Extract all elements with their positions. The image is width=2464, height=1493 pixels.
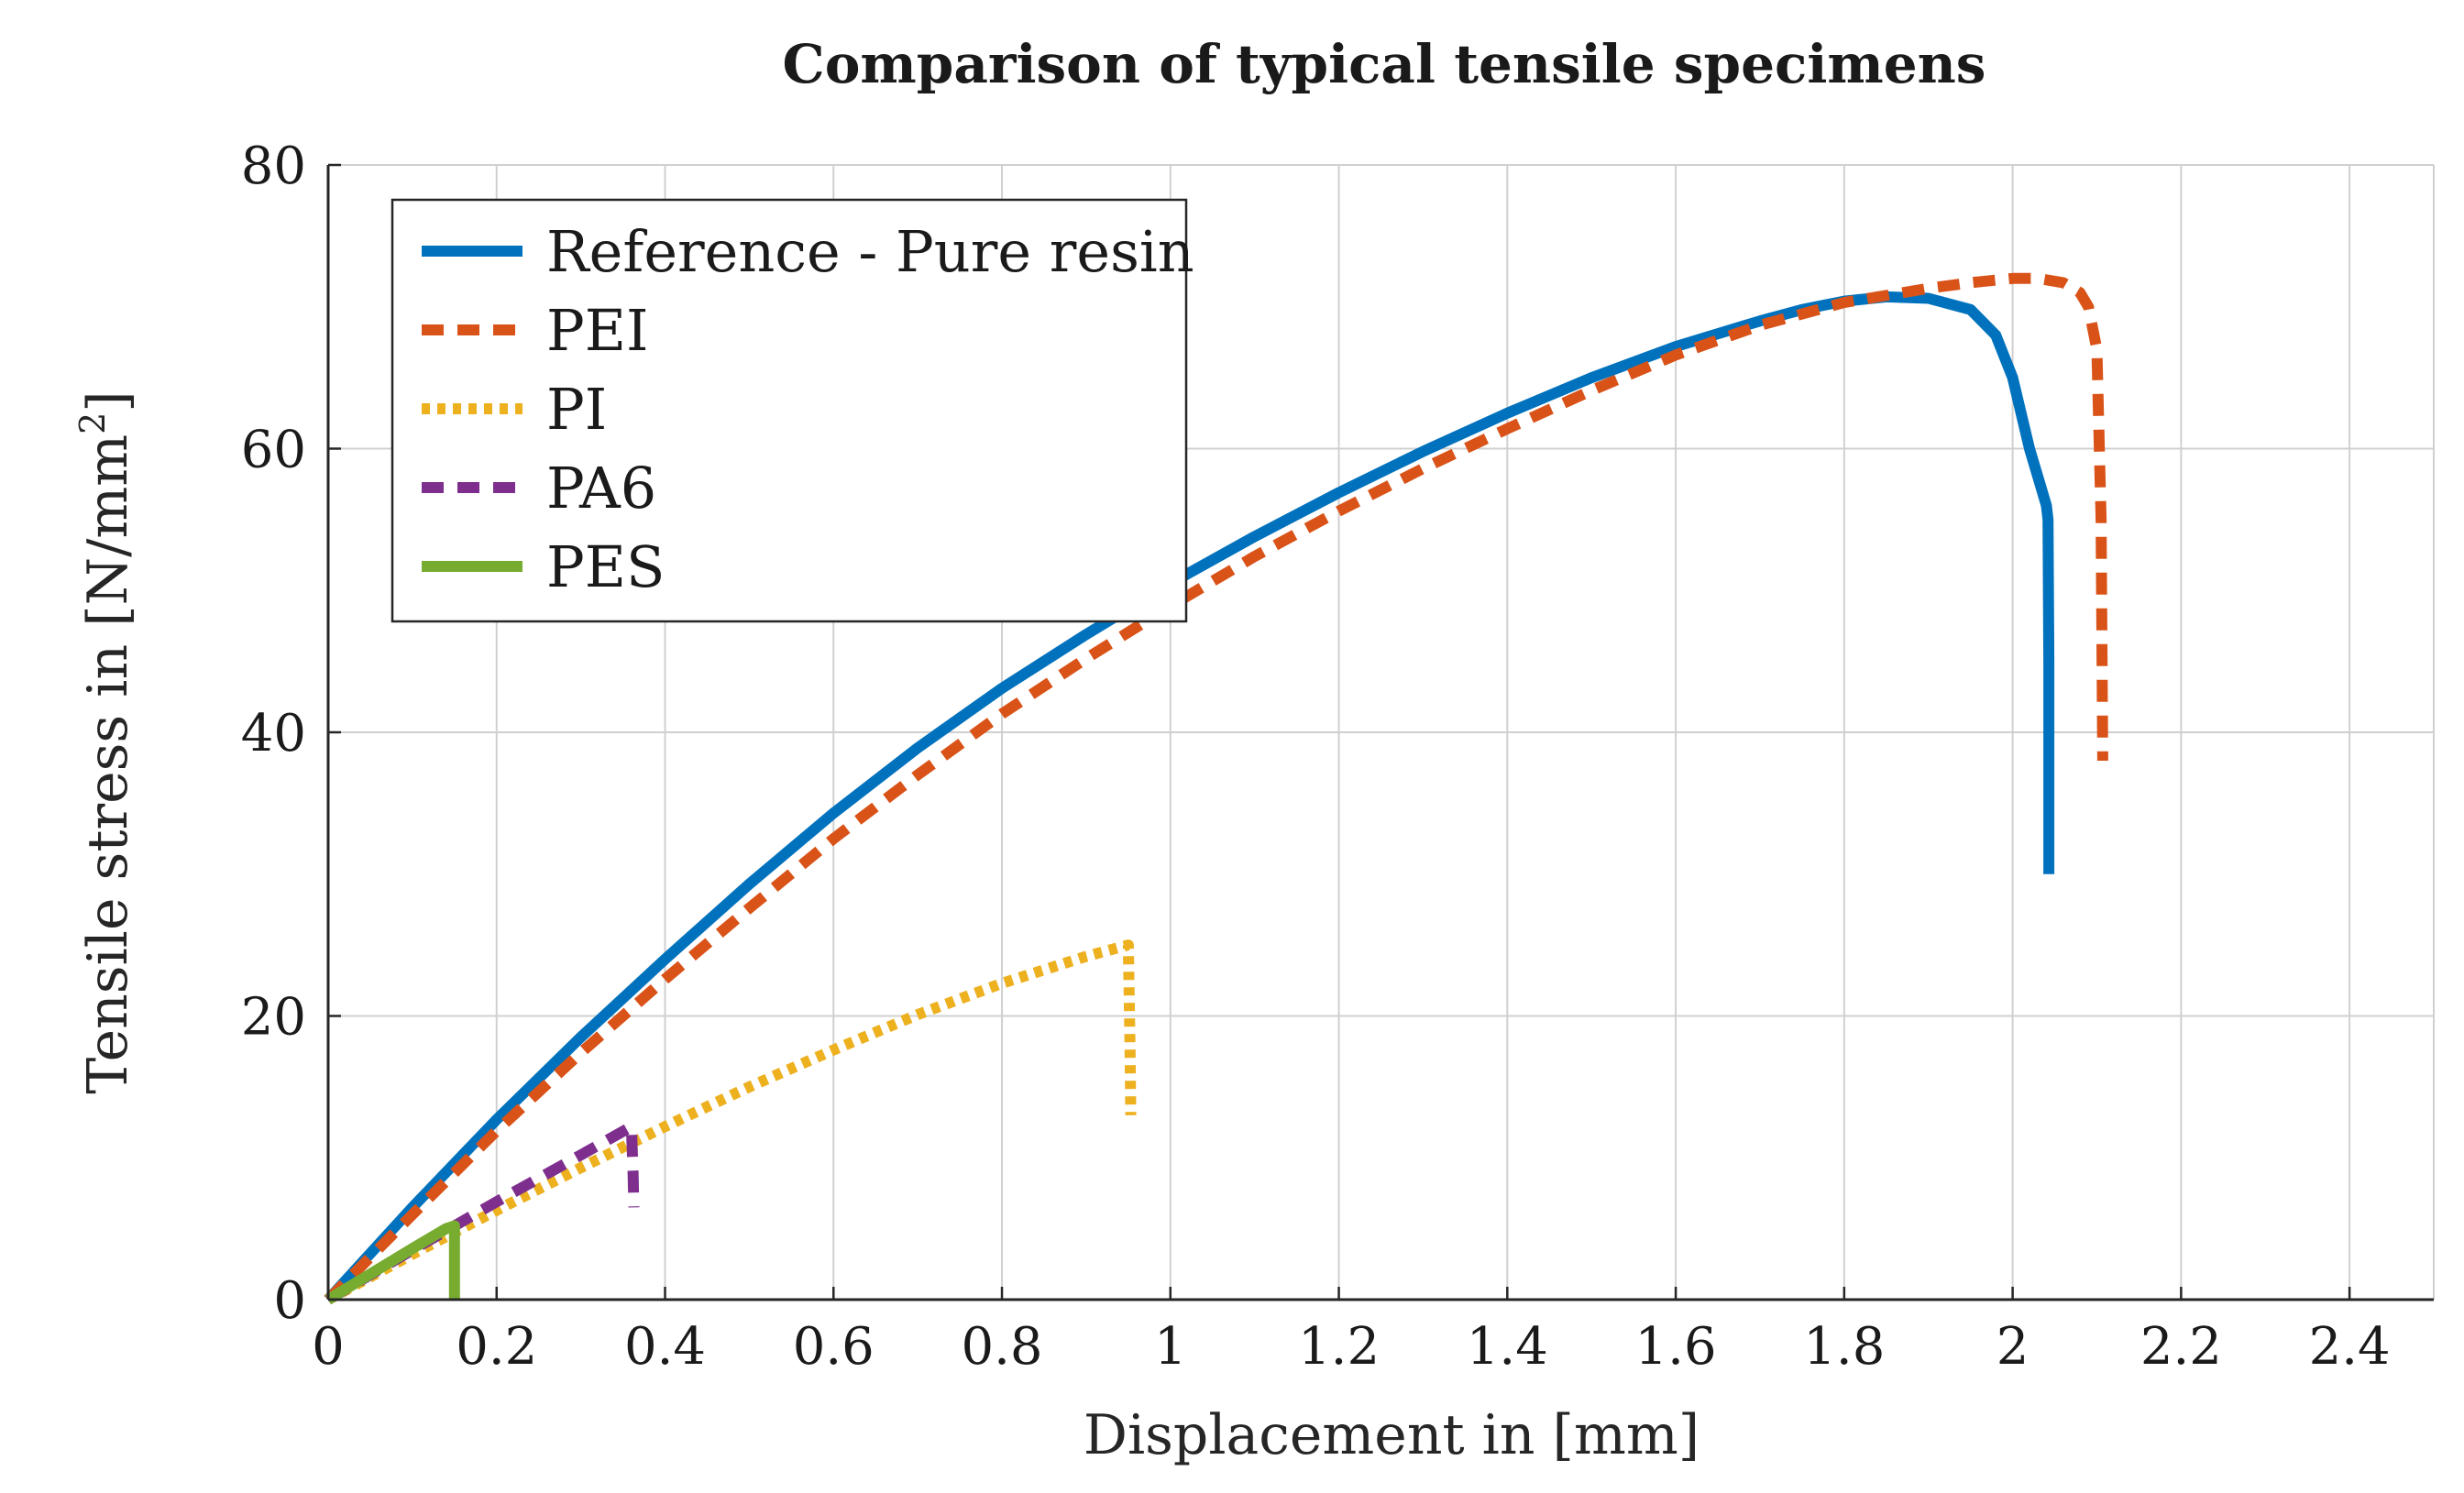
y-tick-label: 40 [241,704,306,763]
chart-title: Comparison of typical tensile specimens [783,33,1986,95]
series-line-1 [324,272,2108,1304]
x-tick-label: 0 [312,1317,345,1377]
legend-label: Reference - Pure resin [546,218,1194,285]
series-line-2 [325,939,1137,1305]
legend-label: PEI [546,297,648,364]
y-tick-label: 80 [241,137,306,196]
y-tick-label: 0 [273,1271,306,1331]
x-tick-label: 2.2 [2140,1317,2222,1377]
x-tick-label: 0.4 [624,1317,706,1377]
y-axis-label-superscript: 2 [72,412,113,434]
legend-label: PA6 [546,455,656,521]
y-axis-label-main: Tensile stress in [N/mm [76,434,140,1094]
x-tick-label: 0.8 [962,1317,1043,1377]
series-line-0 [324,291,2055,1304]
series-lines [324,272,2108,1305]
x-axis-label: Displacement in [mm] [1084,1403,1700,1467]
x-tick-label: 1 [1154,1317,1187,1377]
legend-label: PI [546,376,607,443]
y-axis-label-close: ] [76,390,140,412]
y-axis-label: Tensile stress in [N/mm2] [72,390,140,1093]
x-tick-label: 1.6 [1635,1317,1717,1377]
x-tick-label: 1.4 [1467,1317,1548,1377]
x-tick-label: 2.4 [2309,1317,2391,1377]
x-tick-label: 0.2 [456,1317,537,1377]
legend-box [390,198,1188,623]
y-tick-label: 20 [241,988,306,1048]
series-line-3 [324,1121,640,1305]
y-tick-label: 60 [241,421,306,480]
axes [326,163,2434,1301]
x-tick-label: 0.6 [793,1317,874,1377]
x-tick-label: 1.2 [1298,1317,1380,1377]
x-tick-label: 1.8 [1803,1317,1885,1377]
series-line-4 [324,1220,460,1305]
x-tick-label: 2 [1996,1317,2030,1377]
legend: Reference - Pure resin PEI PI PA6 PES [390,198,1194,623]
tick-labels: 0 0.2 0.4 0.6 0.8 1 1.2 1.4 1.6 1.8 2 2.2 2.4 0 20 40 60… [241,137,2391,1377]
legend-label: PES [546,533,665,600]
